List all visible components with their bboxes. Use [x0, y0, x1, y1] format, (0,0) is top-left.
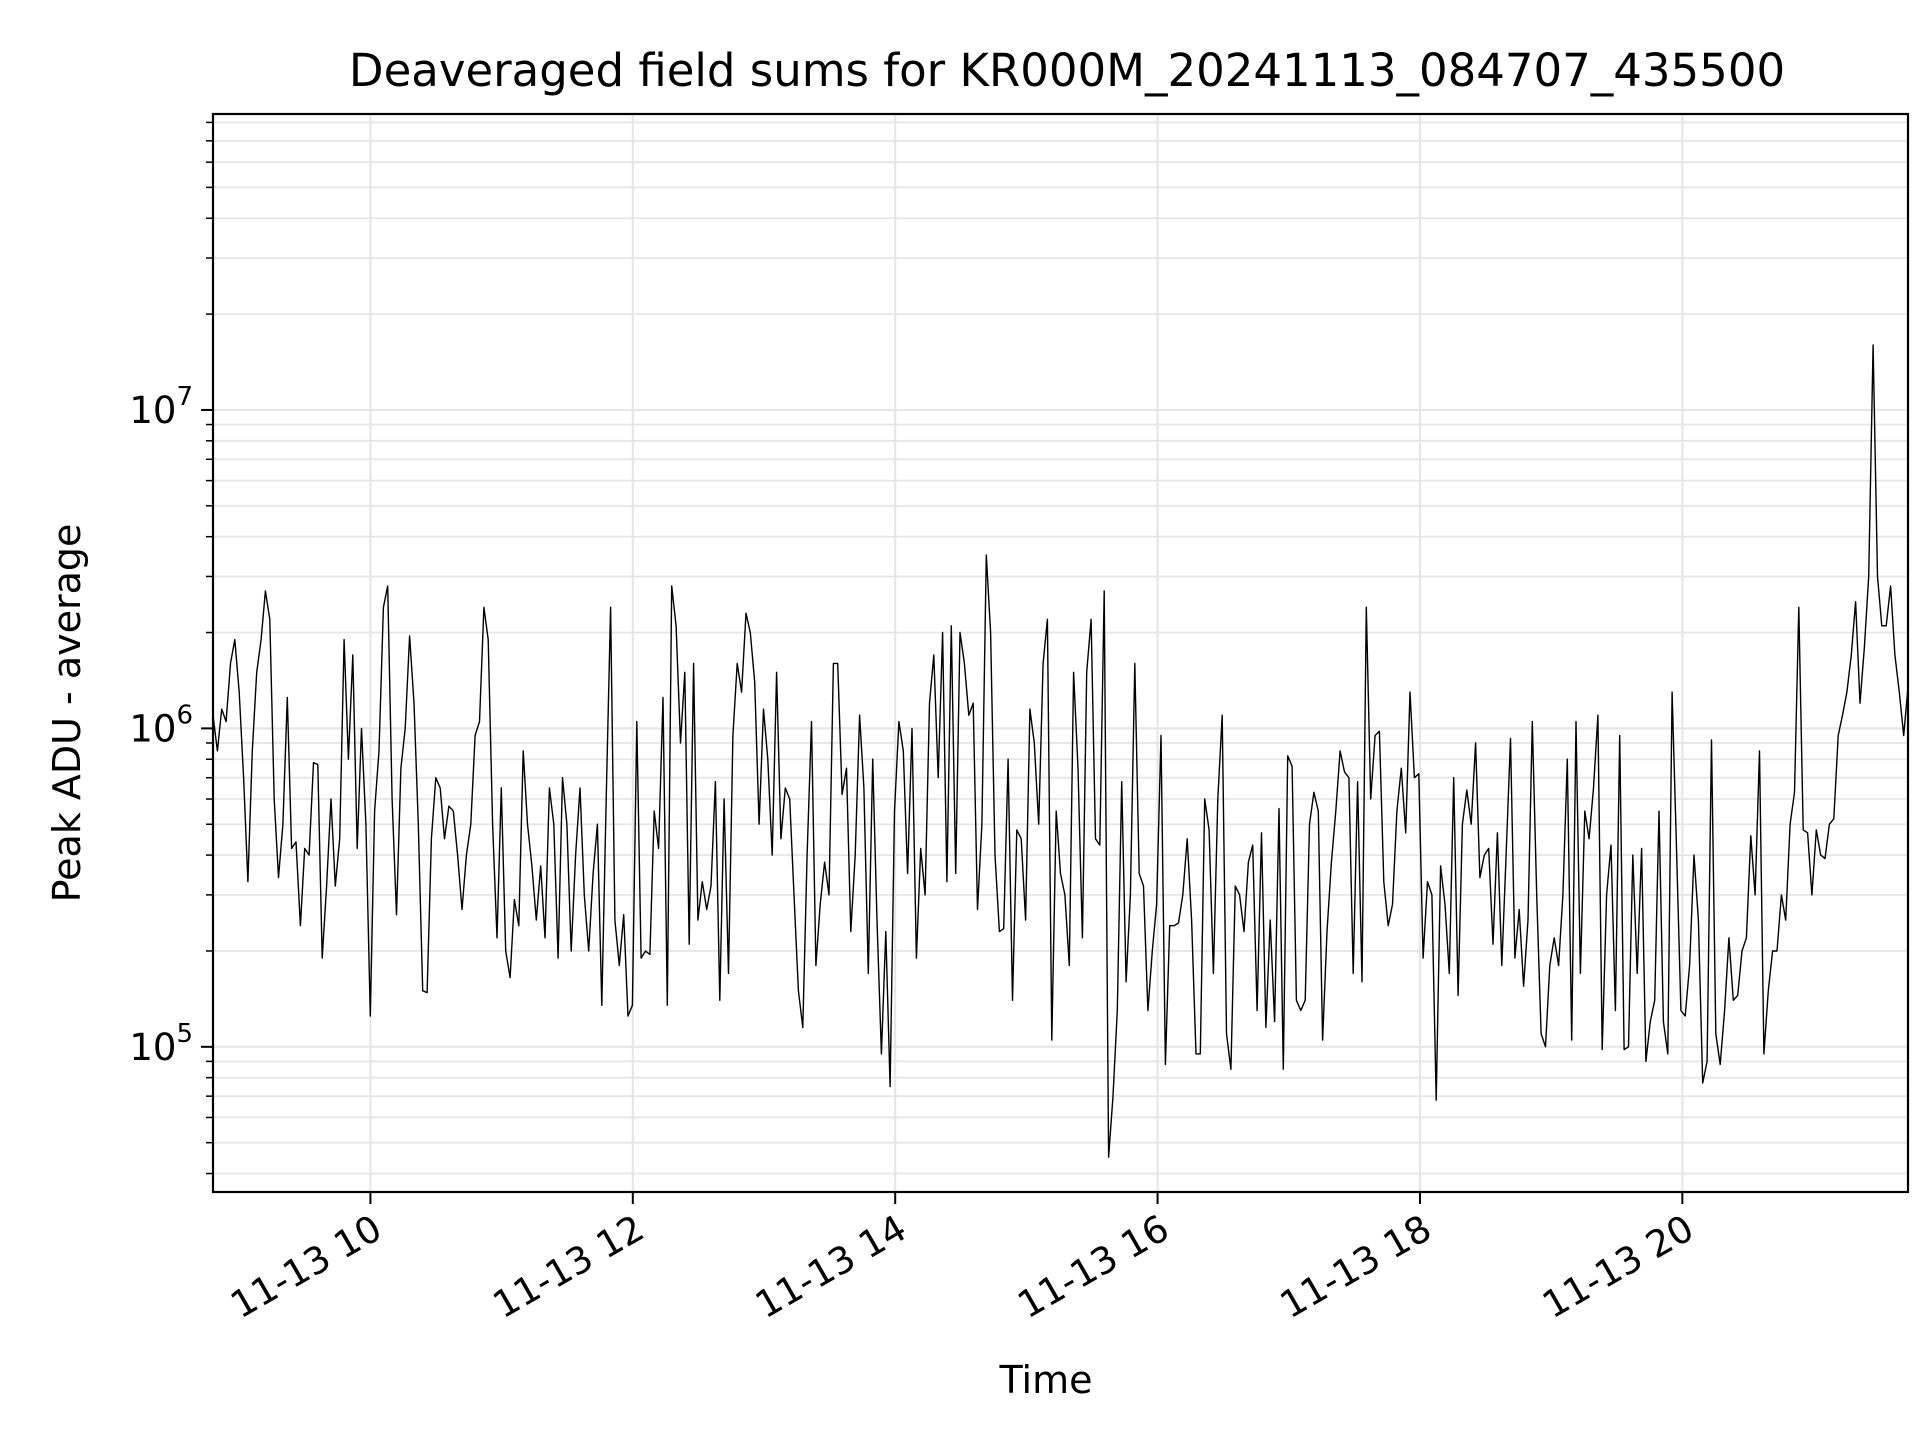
chart-title: Deaveraged field sums for KR000M_2024111…: [349, 44, 1785, 97]
data-series: [212, 344, 1909, 1158]
plot-frame: [211, 112, 1910, 1194]
series-line: [212, 344, 1909, 1158]
y-tick-label: 106: [129, 700, 193, 750]
y-tick-label: 107: [129, 382, 193, 432]
axes: [201, 112, 1910, 1204]
y-axis-label: Peak ADU - average: [45, 524, 89, 903]
x-axis-label: Time: [999, 1358, 1093, 1402]
y-tick-label: 105: [129, 1019, 193, 1069]
